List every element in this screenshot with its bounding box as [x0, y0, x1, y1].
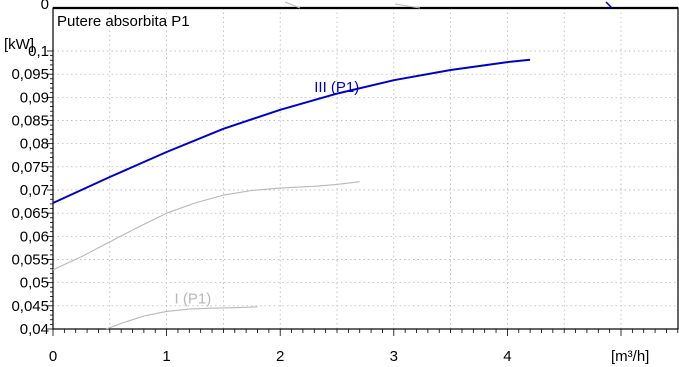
series-line-0	[52, 58, 531, 204]
upper-chart-remnant	[284, 1, 301, 9]
y-tick-label: 0,04	[20, 321, 49, 338]
upper-chart-remnant	[605, 1, 613, 9]
axis-ticks	[47, 50, 679, 336]
y-tick-label: 0,095	[11, 66, 49, 83]
x-tick-label: 3	[390, 348, 398, 365]
plot-border	[52, 7, 679, 330]
series-group: III (P1) I (P1)	[52, 58, 531, 330]
y-tick-label: 0,055	[11, 252, 49, 269]
y-tick-label: 0,06	[20, 228, 49, 245]
y-tick-label: 0,075	[11, 159, 49, 176]
x-tick-label: 1	[162, 348, 170, 365]
series-label: III (P1)	[314, 79, 359, 96]
y-tick-label: 0,085	[11, 113, 49, 130]
series-line-1	[52, 181, 360, 271]
series-label: I (P1)	[175, 291, 212, 308]
y-tick-label: 0,05	[20, 275, 49, 292]
y-tick-label: 0,065	[11, 205, 49, 222]
y-tick-label: 0,09	[20, 89, 49, 106]
y-tick-label: 0,045	[11, 298, 49, 315]
plot-frame	[52, 1, 679, 330]
y-axis-unit: [kW]	[4, 36, 34, 53]
y-tick-label: 0	[41, 0, 49, 13]
y-tick-label: 0,08	[20, 136, 49, 153]
grid	[53, 8, 679, 330]
y-tick-label: 0,1	[28, 43, 49, 60]
upper-chart-remnant	[394, 3, 421, 9]
x-axis-unit: [m³/h]	[611, 348, 649, 365]
axis-labels: 0,04 0,045 0,05 0,055 0,06 0,065 0,07 0,075 0,08…	[11, 0, 511, 365]
chart-title: Putere absorbita P1	[57, 13, 190, 30]
y-tick-label: 0,07	[20, 182, 49, 199]
x-tick-label: 0	[49, 348, 57, 365]
series-line-2	[106, 306, 258, 330]
x-tick-label: 4	[503, 348, 511, 365]
x-tick-label: 2	[276, 348, 284, 365]
